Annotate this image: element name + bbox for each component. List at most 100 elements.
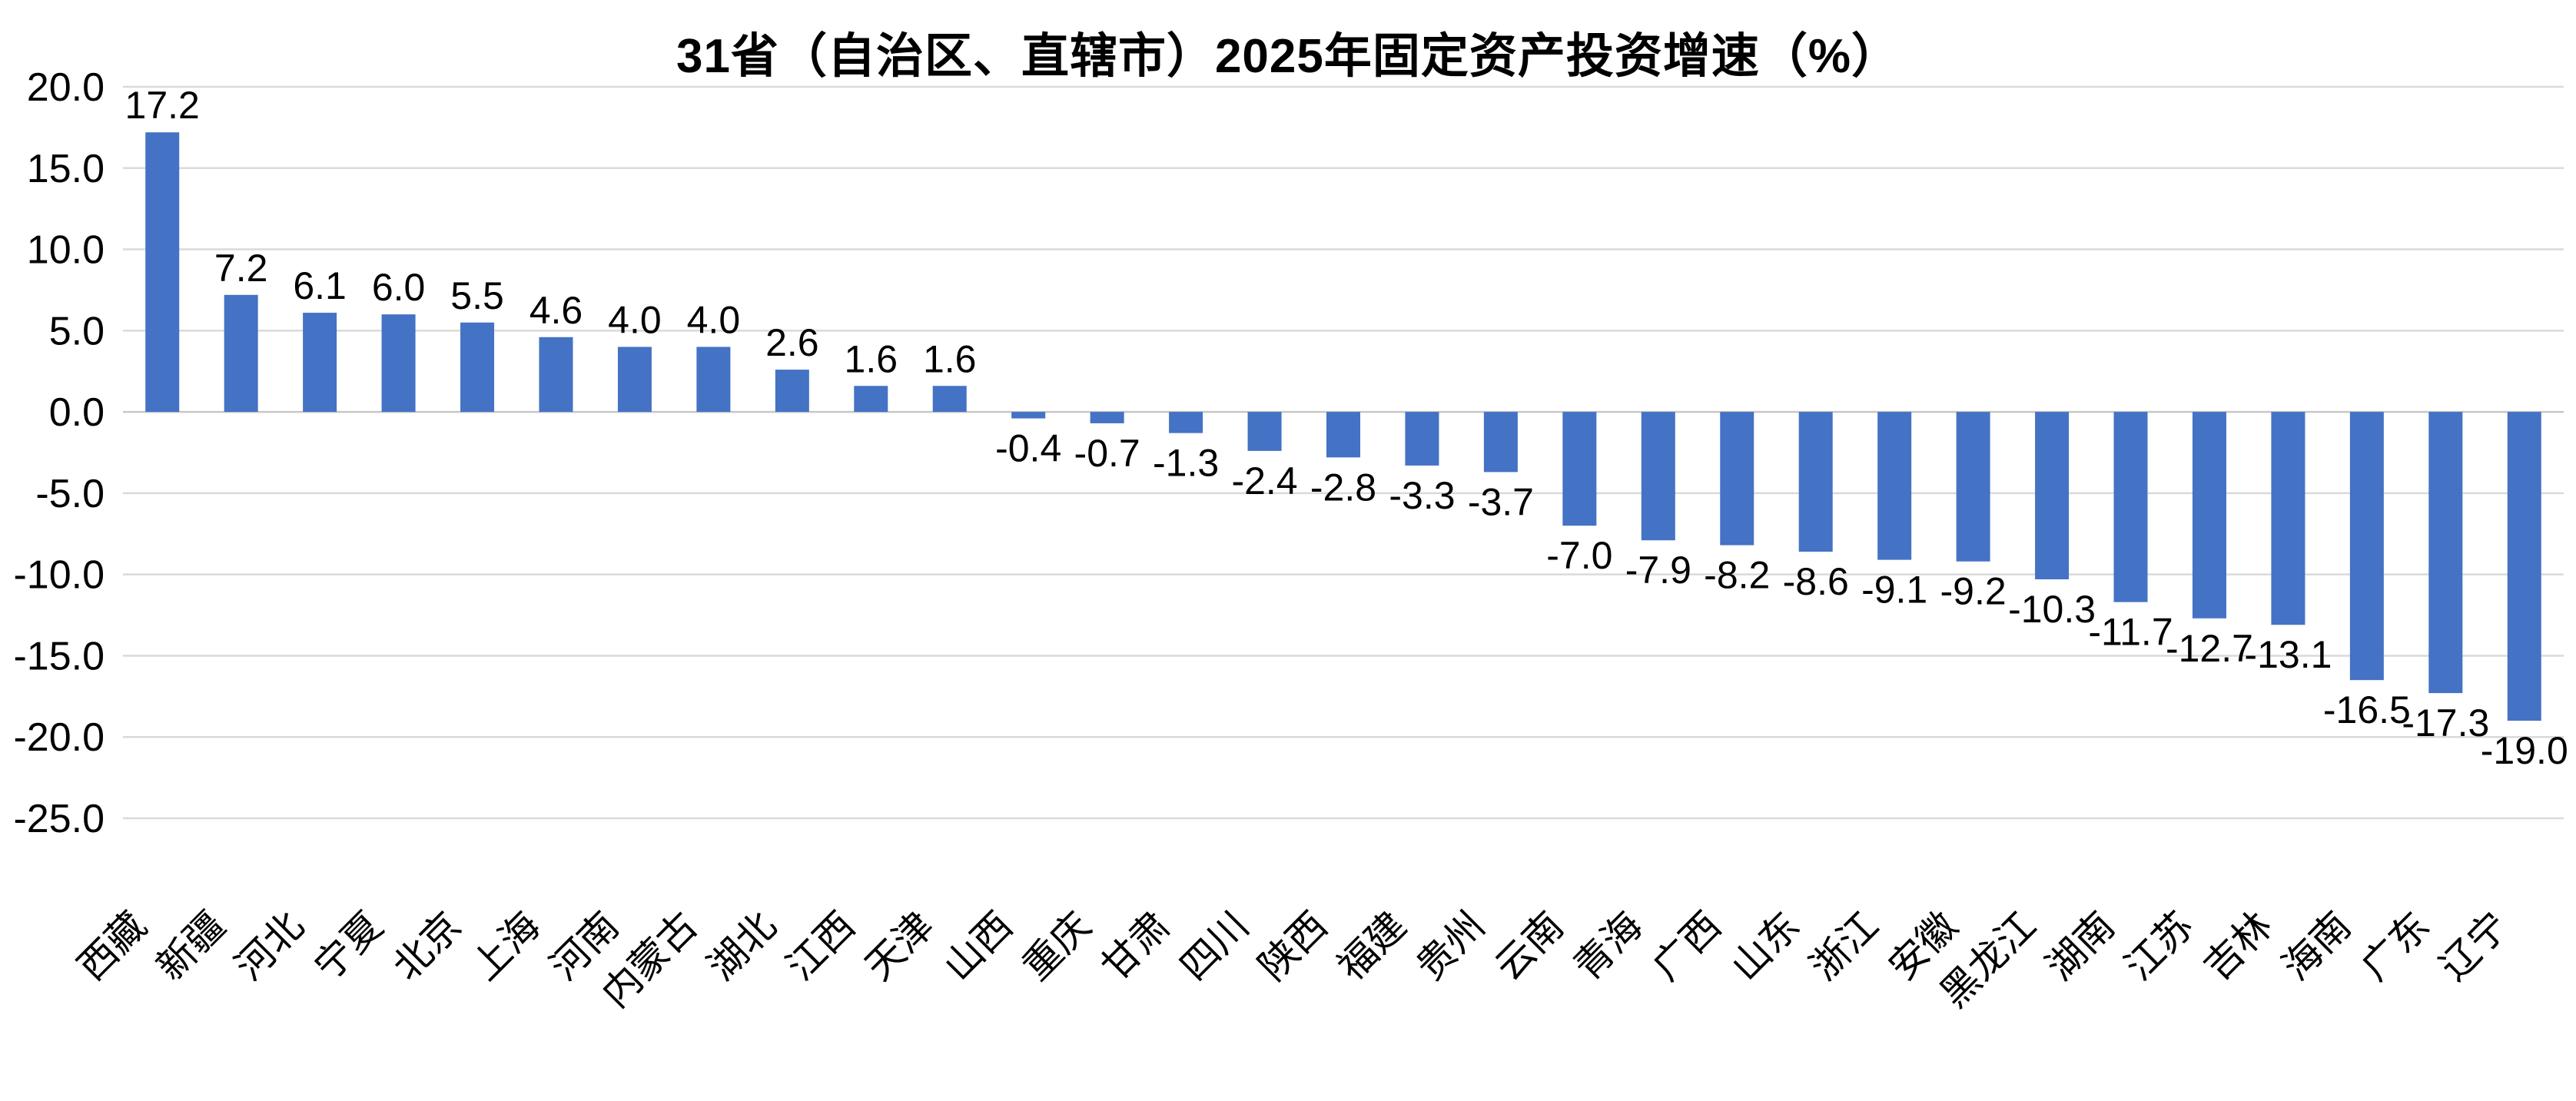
bar-value-label: 6.0 xyxy=(372,266,426,309)
chart-title: 31省（自治区、直辖市）2025年固定资产投资增速（%） xyxy=(676,30,1900,83)
bar-value-label: 1.6 xyxy=(923,337,977,380)
bar-value-label: -13.1 xyxy=(2244,633,2332,676)
x-category-label: 贵州 xyxy=(1408,904,1492,988)
x-category-label: 天津 xyxy=(857,904,941,988)
bar xyxy=(2192,412,2226,618)
x-category-label: 河北 xyxy=(227,904,312,988)
y-tick-label: 5.0 xyxy=(49,309,105,353)
bar-value-label: -10.3 xyxy=(2008,588,2096,631)
x-category-label: 湖南 xyxy=(2038,904,2123,988)
bar-value-label: -7.0 xyxy=(1546,534,1612,577)
x-category-label: 江西 xyxy=(778,904,863,988)
x-category-label: 新疆 xyxy=(148,904,233,988)
x-category-label: 广西 xyxy=(1645,904,1729,988)
bar xyxy=(1247,412,1282,451)
bar-value-label: -0.7 xyxy=(1074,432,1140,475)
bar-value-label: -8.6 xyxy=(1783,560,1849,603)
bar xyxy=(2113,412,2148,602)
y-tick-label: 0.0 xyxy=(49,390,105,435)
bar xyxy=(539,337,573,413)
x-category-label: 陕西 xyxy=(1250,904,1335,988)
y-tick-label: 15.0 xyxy=(27,147,105,191)
x-category-label: 湖北 xyxy=(699,904,784,988)
bar-value-label: 4.0 xyxy=(687,298,741,341)
bar-value-label: 1.6 xyxy=(845,337,898,380)
bar xyxy=(775,370,809,413)
x-category-label: 四川 xyxy=(1172,904,1256,988)
bar-value-label: -17.3 xyxy=(2402,701,2489,745)
bar-value-label: -3.7 xyxy=(1468,480,1534,523)
x-category-label: 江苏 xyxy=(2116,904,2201,988)
bar xyxy=(2035,412,2070,580)
bar-value-label: -16.5 xyxy=(2323,688,2411,731)
bar-value-label: -3.3 xyxy=(1389,474,1455,517)
bar-value-label: -2.8 xyxy=(1310,466,1376,509)
x-category-label: 云南 xyxy=(1487,904,1572,988)
x-category-label: 山东 xyxy=(1723,904,1808,988)
bar xyxy=(1169,412,1203,433)
x-category-label: 重庆 xyxy=(1014,904,1099,988)
bar-value-label: 4.0 xyxy=(608,298,662,341)
bar-value-label: -11.7 xyxy=(2088,611,2173,654)
x-category-label: 上海 xyxy=(463,904,548,988)
bar xyxy=(1641,412,1675,541)
bar xyxy=(1326,412,1360,458)
bar xyxy=(617,347,652,413)
bar-value-label: 17.2 xyxy=(125,84,200,127)
x-category-label: 宁夏 xyxy=(306,904,390,988)
bar-value-label: 5.5 xyxy=(450,274,504,317)
y-tick-label: -5.0 xyxy=(35,472,105,516)
y-tick-label: -15.0 xyxy=(13,634,105,678)
x-category-label: 海南 xyxy=(2274,904,2359,988)
bar xyxy=(1720,412,1754,546)
bar xyxy=(2349,412,2384,681)
bar xyxy=(932,386,967,413)
bar xyxy=(303,313,337,413)
bar xyxy=(1405,412,1439,466)
bar xyxy=(2428,412,2463,694)
bar xyxy=(381,314,416,413)
bar xyxy=(696,347,731,413)
bar xyxy=(145,132,180,413)
bar xyxy=(2507,412,2541,721)
bar-value-label: -0.4 xyxy=(995,427,1061,470)
y-tick-label: -25.0 xyxy=(13,797,105,841)
bar-value-label: -12.7 xyxy=(2166,627,2253,670)
bar-value-label: 2.6 xyxy=(765,321,819,364)
bar xyxy=(224,294,258,413)
x-category-label: 西藏 xyxy=(70,904,154,988)
bar xyxy=(854,386,888,413)
x-category-label: 青海 xyxy=(1565,904,1650,988)
bar-value-label: 4.6 xyxy=(529,289,583,332)
y-tick-label: -20.0 xyxy=(13,715,105,760)
x-category-label: 浙江 xyxy=(1802,904,1887,988)
bar-value-label: -19.0 xyxy=(2481,729,2568,772)
bar-value-label: 7.2 xyxy=(214,247,268,290)
bar xyxy=(1798,412,1833,552)
bar-value-label: -9.1 xyxy=(1861,569,1927,612)
bar xyxy=(1956,412,1990,562)
x-category-label: 吉林 xyxy=(2196,904,2280,988)
bar xyxy=(1562,412,1597,526)
bar xyxy=(1877,412,1912,560)
bar xyxy=(1011,412,1046,419)
x-category-label: 广东 xyxy=(2353,904,2438,988)
bar xyxy=(2271,412,2305,625)
bar-value-label: -7.9 xyxy=(1625,549,1691,592)
bar-value-label: -2.4 xyxy=(1231,459,1297,502)
x-category-label: 辽宁 xyxy=(2432,904,2516,988)
bar xyxy=(460,322,495,413)
x-category-label: 山西 xyxy=(936,904,1021,988)
x-category-label: 甘肃 xyxy=(1094,904,1178,988)
bar xyxy=(1090,412,1124,423)
y-tick-label: 10.0 xyxy=(27,228,105,273)
x-category-label: 北京 xyxy=(385,904,470,988)
y-tick-label: -10.0 xyxy=(13,553,105,598)
bar-value-label: -8.2 xyxy=(1704,554,1770,597)
bar-value-label: -1.3 xyxy=(1153,442,1219,485)
bar-value-label: -9.2 xyxy=(1940,570,2007,613)
y-tick-label: 20.0 xyxy=(27,65,105,110)
bar-value-label: 6.1 xyxy=(293,264,347,307)
